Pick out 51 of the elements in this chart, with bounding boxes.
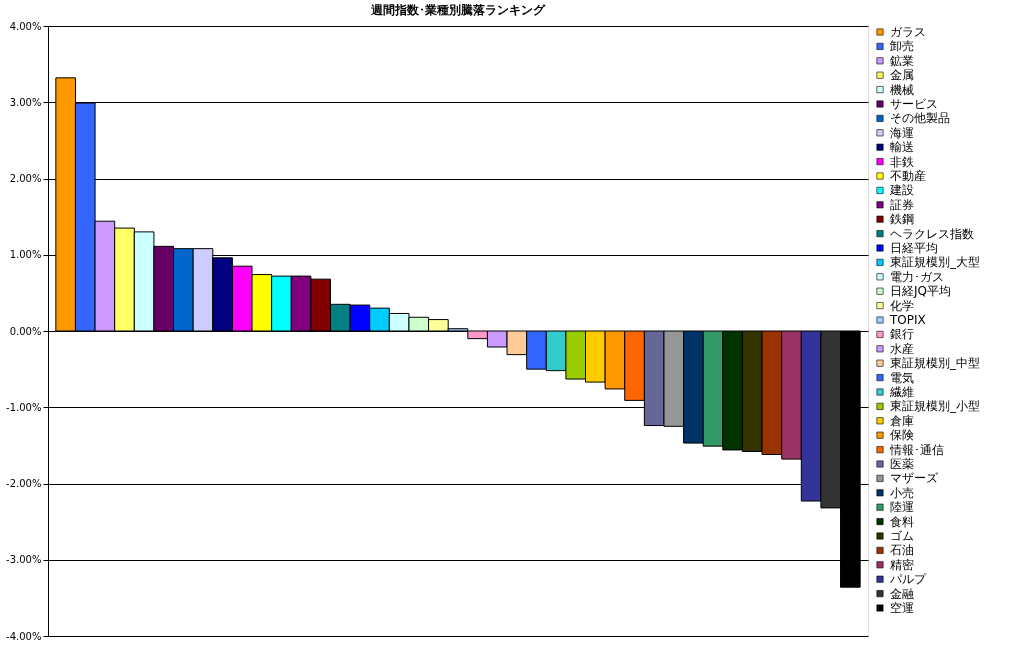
legend-label: 化学 xyxy=(890,298,914,313)
legend-label: その他製品 xyxy=(890,111,950,126)
legend-label: ガラス xyxy=(890,25,926,39)
legend-label: 鉱業 xyxy=(890,53,914,68)
legend-label: 証券 xyxy=(890,197,914,212)
legend-label: 電力･ガス xyxy=(890,269,944,284)
legend-label: パルプ xyxy=(889,572,927,587)
legend-label: 食料 xyxy=(890,514,914,529)
legend-label: 海運 xyxy=(890,125,914,140)
y-tick-label: -1.00% xyxy=(6,401,42,413)
legend-label: 不動産 xyxy=(890,169,926,183)
legend-label: 鉄鋼 xyxy=(890,212,914,227)
y-tick-label: 2.00% xyxy=(9,173,42,184)
y-tick-label: 1.00% xyxy=(9,249,42,261)
legend-label: 東証規模別_小型 xyxy=(890,399,980,414)
legend-label: 日経JQ平均 xyxy=(890,284,951,299)
legend-label: 金属 xyxy=(890,68,914,83)
legend-label: ゴム xyxy=(890,529,914,543)
legend-label: 繊維 xyxy=(889,385,914,399)
y-tick-label: 0.00% xyxy=(9,325,42,337)
legend-label: 電気 xyxy=(890,370,914,385)
legend-label: 卸売 xyxy=(890,39,914,54)
legend-label: 機械 xyxy=(890,82,914,97)
legend-label: 銀行 xyxy=(890,327,914,342)
legend-label: TOPIX xyxy=(889,313,926,327)
legend-label: 保険 xyxy=(890,428,914,443)
legend-label: 東証規模別_中型 xyxy=(890,356,980,371)
legend-label: 倉庫 xyxy=(890,413,914,428)
legend-label: 精密 xyxy=(890,557,914,572)
legend-label: 金融 xyxy=(890,586,914,601)
legend-label: 水産 xyxy=(890,341,914,356)
chart-title: 週間指数･業種別騰落ランキング xyxy=(370,3,546,17)
legend-label: 建設 xyxy=(889,183,914,198)
legend-label: 医薬 xyxy=(890,457,914,471)
legend-label: 非鉄 xyxy=(890,154,914,169)
legend-label: ヘラクレス指数 xyxy=(890,226,974,241)
legend-label: マザーズ xyxy=(890,471,939,486)
legend-label: 情報･通信 xyxy=(889,442,944,457)
legend-label: 陸運 xyxy=(890,500,914,515)
y-tick-label: 4.00% xyxy=(9,20,42,32)
legend-label: 空運 xyxy=(890,601,914,615)
legend-label: 日経平均 xyxy=(890,241,938,255)
legend-label: 東証規模別_大型 xyxy=(890,255,980,270)
legend-label: 石油 xyxy=(890,543,914,558)
legend-label: 輸送 xyxy=(890,140,914,155)
y-tick-label: 3.00% xyxy=(9,96,42,108)
y-tick-label: -2.00% xyxy=(6,478,42,489)
y-tick-label: -4.00% xyxy=(6,630,42,642)
legend-label: サービス xyxy=(890,97,938,111)
legend-label: 小売 xyxy=(890,485,914,500)
y-tick-label: -3.00% xyxy=(6,554,42,566)
